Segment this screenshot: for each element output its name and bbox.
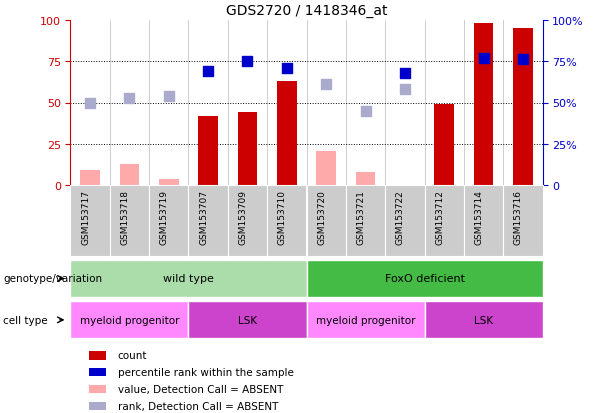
- Bar: [89, 402, 106, 410]
- Bar: [70, 301, 189, 339]
- Bar: [159, 179, 178, 186]
- Bar: [316, 151, 336, 186]
- Text: FoxO deficient: FoxO deficient: [384, 274, 465, 284]
- Bar: [513, 29, 533, 186]
- Point: [479, 55, 489, 62]
- Bar: [70, 260, 306, 297]
- Text: GSM153718: GSM153718: [121, 189, 129, 244]
- Bar: [238, 113, 257, 186]
- Bar: [435, 105, 454, 186]
- Text: myeloid progenitor: myeloid progenitor: [80, 315, 179, 325]
- Bar: [89, 368, 106, 377]
- Bar: [306, 301, 424, 339]
- Bar: [189, 186, 228, 256]
- Text: rank, Detection Call = ABSENT: rank, Detection Call = ABSENT: [118, 401, 278, 411]
- Text: wild type: wild type: [163, 274, 214, 284]
- Text: GSM153714: GSM153714: [474, 189, 484, 244]
- Bar: [474, 24, 493, 186]
- Bar: [464, 186, 503, 256]
- Text: GSM153719: GSM153719: [160, 189, 169, 244]
- Point: [400, 70, 409, 77]
- Text: LSK: LSK: [474, 315, 493, 325]
- Bar: [120, 164, 139, 186]
- Text: myeloid progenitor: myeloid progenitor: [316, 315, 415, 325]
- Point: [282, 65, 292, 72]
- Bar: [149, 186, 189, 256]
- Text: value, Detection Call = ABSENT: value, Detection Call = ABSENT: [118, 384, 283, 394]
- Point: [321, 82, 331, 88]
- Bar: [346, 186, 385, 256]
- Bar: [70, 186, 110, 256]
- Bar: [356, 173, 375, 186]
- Text: percentile rank within the sample: percentile rank within the sample: [118, 367, 294, 377]
- Bar: [80, 171, 100, 186]
- Point: [243, 59, 253, 65]
- Text: count: count: [118, 351, 147, 361]
- Bar: [228, 186, 267, 256]
- Point: [360, 108, 370, 115]
- Text: GSM153716: GSM153716: [514, 189, 523, 244]
- Text: GSM153709: GSM153709: [238, 189, 248, 244]
- Text: genotype/variation: genotype/variation: [3, 274, 102, 284]
- Bar: [89, 351, 106, 360]
- Bar: [277, 82, 297, 186]
- Point: [204, 69, 213, 75]
- Text: GSM153712: GSM153712: [435, 189, 444, 244]
- Bar: [424, 186, 464, 256]
- Point: [85, 100, 95, 107]
- Bar: [267, 186, 306, 256]
- Bar: [89, 385, 106, 393]
- Bar: [424, 301, 543, 339]
- Point: [400, 87, 409, 93]
- Bar: [110, 186, 149, 256]
- Point: [124, 95, 134, 102]
- Text: GSM153707: GSM153707: [199, 189, 208, 244]
- Point: [164, 93, 173, 100]
- Bar: [189, 301, 306, 339]
- Bar: [306, 260, 543, 297]
- Text: LSK: LSK: [238, 315, 257, 325]
- Text: GSM153722: GSM153722: [396, 189, 405, 244]
- Text: GSM153720: GSM153720: [317, 189, 326, 244]
- Text: cell type: cell type: [3, 315, 48, 325]
- Bar: [306, 186, 346, 256]
- Text: GSM153721: GSM153721: [357, 189, 365, 244]
- Bar: [199, 116, 218, 186]
- Text: GSM153710: GSM153710: [278, 189, 287, 244]
- Bar: [503, 186, 543, 256]
- Text: GSM153717: GSM153717: [81, 189, 90, 244]
- Title: GDS2720 / 1418346_at: GDS2720 / 1418346_at: [226, 4, 387, 18]
- Bar: [385, 186, 424, 256]
- Point: [518, 57, 528, 64]
